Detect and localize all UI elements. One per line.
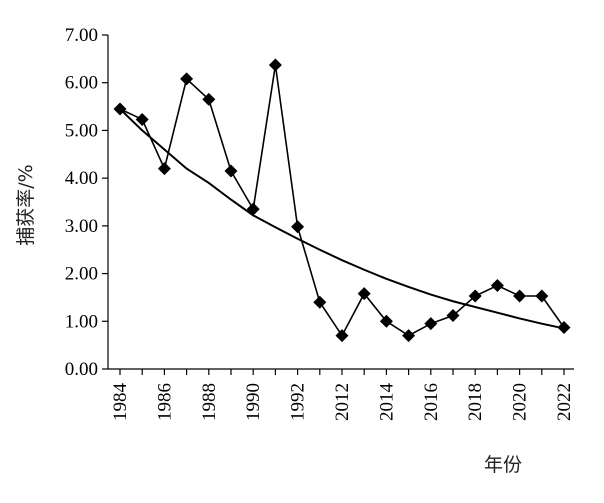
y-tick-label: 1.00 — [65, 311, 98, 332]
trend-line — [119, 108, 565, 330]
y-tick-label: 2.00 — [65, 264, 98, 285]
x-tick-label: 2014 — [376, 383, 397, 422]
data-point — [224, 164, 238, 178]
y-tick-label: 3.00 — [65, 216, 98, 237]
y-axis: 0.00 1.00 2.00 3.00 4.00 5.00 6.00 7.00 — [65, 25, 109, 380]
data-point — [335, 329, 349, 343]
data-point — [291, 220, 305, 234]
data-point — [513, 289, 527, 303]
x-tick-label: 1992 — [288, 383, 309, 421]
y-tick-label: 4.00 — [65, 168, 98, 189]
y-axis-title: 捕获率/% — [15, 164, 37, 245]
data-series — [113, 58, 571, 343]
data-point — [446, 309, 460, 323]
data-point — [379, 314, 393, 328]
data-point — [135, 112, 149, 126]
data-point — [490, 279, 504, 292]
x-tick-label: 2022 — [554, 383, 575, 421]
x-tick-label: 2020 — [510, 383, 531, 421]
data-point — [402, 329, 416, 343]
x-tick-label: 2018 — [465, 383, 486, 421]
data-point — [246, 202, 260, 216]
y-tick-label: 0.00 — [65, 359, 98, 380]
data-point — [357, 287, 371, 301]
data-point — [113, 102, 127, 116]
x-axis: 1984 1986 1988 1990 1992 2012 2014 2016 2018 2020… — [108, 368, 575, 422]
data-point — [180, 72, 194, 86]
data-point — [157, 162, 171, 176]
x-tick-label: 1984 — [110, 383, 131, 422]
x-tick-label: 2016 — [421, 383, 442, 421]
x-tick-label: 1988 — [199, 383, 220, 421]
data-point — [268, 58, 282, 72]
x-tick-label: 1986 — [154, 383, 175, 421]
series-line — [119, 64, 565, 338]
trend-series — [119, 108, 565, 330]
data-point — [535, 289, 549, 303]
x-axis-title: 年份 — [484, 454, 522, 476]
x-tick-label: 2012 — [332, 383, 353, 421]
data-point — [557, 320, 571, 334]
data-point — [424, 317, 438, 331]
data-point — [313, 295, 327, 309]
data-point — [468, 289, 482, 303]
y-tick-label: 6.00 — [65, 73, 98, 94]
y-tick-label: 7.00 — [65, 25, 98, 46]
data-point — [202, 92, 216, 106]
x-tick-label: 1990 — [243, 383, 264, 421]
y-tick-label: 5.00 — [65, 120, 98, 141]
